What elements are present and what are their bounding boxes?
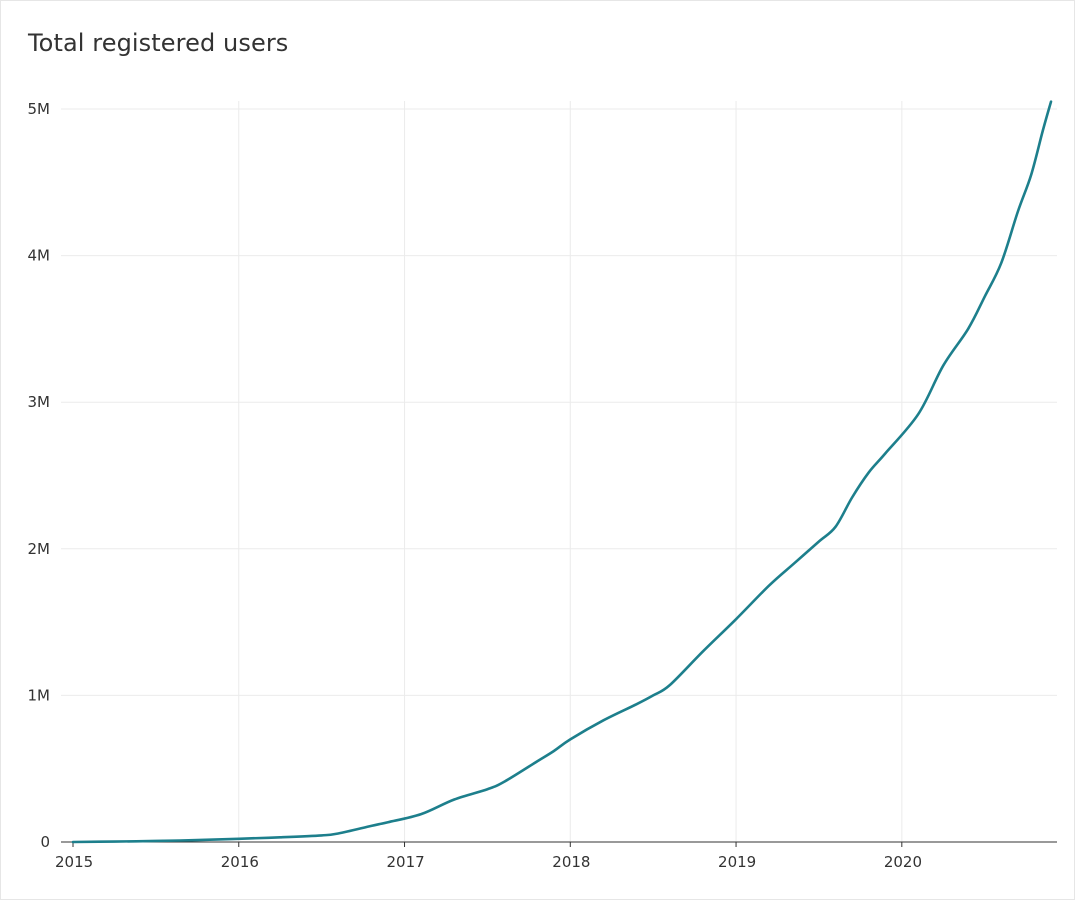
y-tick-label: 0 xyxy=(40,833,50,851)
x-tick-label: 2019 xyxy=(718,853,756,871)
series-line xyxy=(71,100,1053,844)
y-tick-label: 1M xyxy=(28,686,51,704)
x-tick-label: 2016 xyxy=(221,853,259,871)
x-tick-label: 2020 xyxy=(884,853,922,871)
chart-title: Total registered users xyxy=(28,29,289,57)
y-tick-label: 4M xyxy=(28,247,51,265)
x-tick-label: 2015 xyxy=(55,853,93,871)
y-tick-label: 3M xyxy=(28,393,51,411)
y-tick-label: 5M xyxy=(28,100,51,118)
y-tick-label: 2M xyxy=(28,540,51,558)
x-tick-label: 2017 xyxy=(387,853,425,871)
x-tick-label: 2018 xyxy=(552,853,590,871)
